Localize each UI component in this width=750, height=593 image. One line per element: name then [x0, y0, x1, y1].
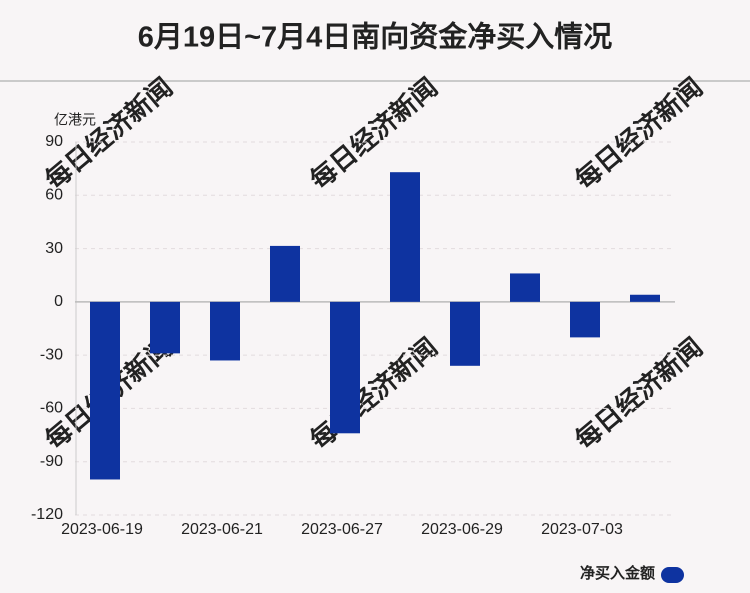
y-tick-label: -60: [40, 400, 63, 417]
bar: [210, 301, 240, 361]
legend-swatch: [661, 567, 684, 583]
bar: [270, 245, 300, 302]
x-tick-label: 2023-06-21: [181, 521, 263, 538]
bar: [450, 301, 480, 366]
legend-label: 净买入金额: [580, 564, 655, 582]
chart-title: 6月19日~7月4日南向资金净买入情况: [138, 20, 613, 54]
bar: [390, 172, 420, 302]
x-tick-label: 2023-06-27: [301, 521, 383, 538]
x-tick-label: 2023-07-03: [541, 521, 623, 538]
y-tick-label: -90: [40, 453, 63, 470]
bar: [510, 273, 540, 302]
x-tick-label: 2023-06-29: [421, 521, 503, 538]
bar: [630, 294, 660, 302]
y-tick-label: 0: [54, 293, 63, 310]
y-tick-label: 30: [45, 240, 63, 257]
bar: [150, 301, 180, 354]
y-tick-label: -120: [31, 506, 63, 523]
y-tick-label: 60: [45, 187, 63, 204]
bar: [90, 301, 120, 480]
bar: [570, 301, 600, 338]
x-tick-label: 2023-06-19: [61, 521, 143, 538]
y-tick-label: 90: [45, 133, 63, 150]
y-axis-label: 亿港元: [54, 112, 96, 128]
y-tick-label: -30: [40, 346, 63, 363]
bar: [330, 301, 360, 434]
